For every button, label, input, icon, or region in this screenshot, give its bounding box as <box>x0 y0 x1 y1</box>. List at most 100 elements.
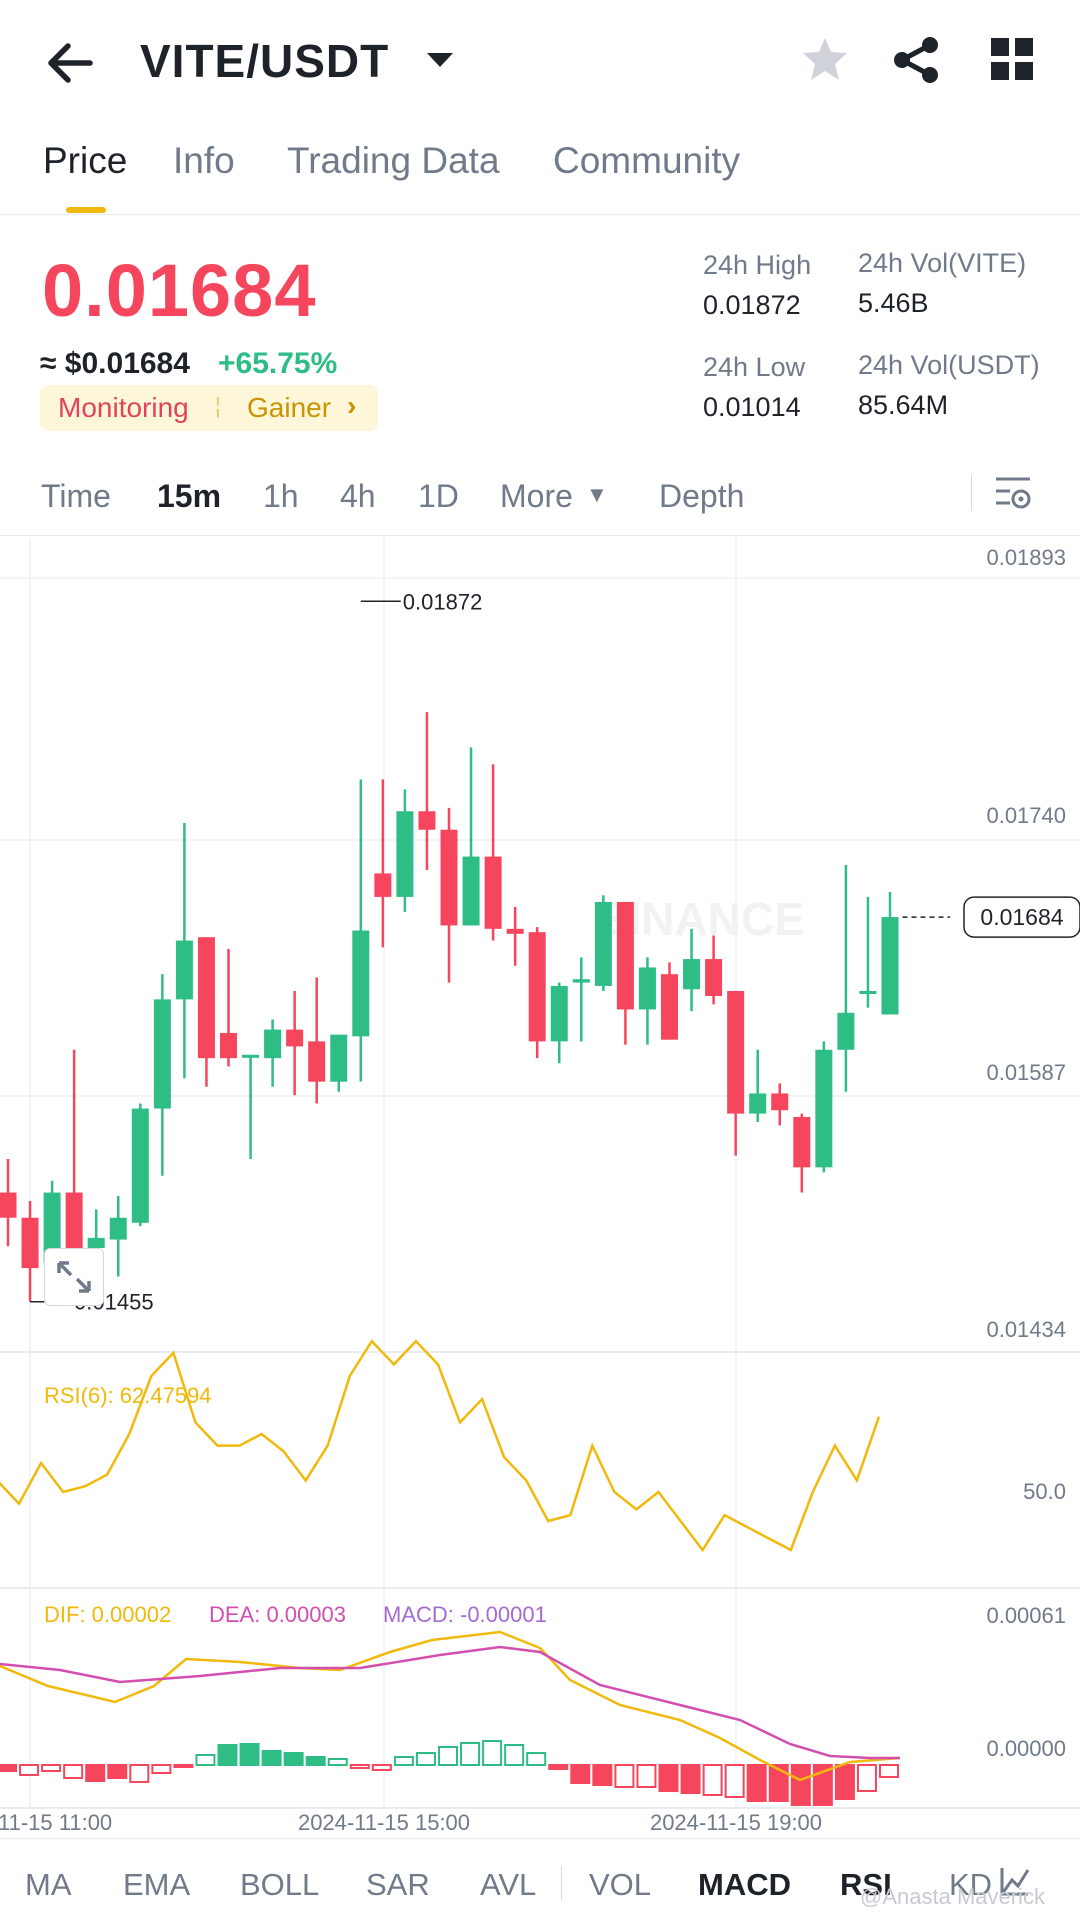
macd-histogram-bar <box>746 1764 767 1802</box>
last-price: 0.01684 <box>42 249 317 332</box>
macd-histogram-bar <box>438 1746 458 1766</box>
macd-histogram-bar <box>63 1764 84 1779</box>
candle-body <box>153 999 171 1109</box>
tag-gainer[interactable]: Gainer <box>247 392 332 423</box>
indicator-settings-icon[interactable] <box>1000 1866 1030 1901</box>
indicator-boll[interactable]: BOLL <box>240 1867 320 1902</box>
indicator-sar[interactable]: SAR <box>366 1867 430 1902</box>
interval-1h[interactable]: 1h <box>263 478 299 514</box>
macd-histogram-bar <box>768 1764 789 1802</box>
macd-histogram-bar <box>879 1764 899 1778</box>
candle-body <box>484 856 502 929</box>
low-value: 0.01014 <box>703 392 801 422</box>
high-label: 24h High <box>703 250 812 280</box>
candle-body <box>109 1217 127 1240</box>
macd-histogram-bar <box>724 1764 745 1798</box>
tab-info[interactable]: Info <box>173 140 235 181</box>
vol-quote-label: 24h Vol(USDT) <box>858 350 1040 380</box>
candle-body <box>771 1093 789 1111</box>
tag-bar[interactable]: Monitoring ¦ Gainer › <box>40 385 378 431</box>
candle-body <box>749 1093 767 1114</box>
candle-body <box>506 928 524 934</box>
price-axis-label: 0.01434 <box>986 1317 1066 1342</box>
tab-trading-data[interactable]: Trading Data <box>287 140 500 181</box>
candle-body <box>837 1012 855 1050</box>
candle-body <box>418 811 436 830</box>
macd-histogram-bar <box>173 1764 194 1768</box>
candle-body <box>396 811 414 897</box>
tag-monitoring[interactable]: Monitoring <box>58 392 189 423</box>
chevron-right-icon: › <box>347 390 357 421</box>
indicator-ma[interactable]: MA <box>25 1867 72 1902</box>
macd-histogram-bar <box>41 1764 62 1772</box>
candle-body <box>859 990 877 994</box>
interval-depth[interactable]: Depth <box>659 478 745 514</box>
macd-histogram-bar <box>129 1764 150 1783</box>
macd-panel: DIF: 0.00002 DEA: 0.00003 MACD: -0.00001 0.… <box>0 1602 1066 1806</box>
fullscreen-button[interactable] <box>44 1248 104 1306</box>
interval-divider <box>971 475 972 511</box>
interval-1d[interactable]: 1D <box>418 478 459 514</box>
interval-15m[interactable]: 15m <box>157 478 222 514</box>
candle-body <box>440 829 458 926</box>
price-change: +65.75% <box>218 347 338 380</box>
candle-body <box>330 1034 348 1082</box>
interval-time[interactable]: Time <box>41 478 111 514</box>
interval-more[interactable]: More <box>500 478 573 514</box>
chevron-down-icon[interactable] <box>424 48 456 77</box>
time-axis-label: 11-15 11:00 <box>0 1810 112 1835</box>
more-dropdown-icon: ▼ <box>586 482 608 507</box>
macd-histogram-bar <box>526 1752 547 1766</box>
favorite-star-icon[interactable] <box>801 36 849 87</box>
back-button[interactable] <box>40 32 102 94</box>
macd-histogram-bar <box>592 1764 613 1786</box>
candle-body <box>197 937 215 1059</box>
candle-body <box>661 974 678 1040</box>
grid-menu-icon[interactable] <box>991 38 1033 85</box>
macd-histogram-bar <box>217 1744 238 1766</box>
dea-line <box>0 1645 900 1760</box>
high-marker-label: 0.01872 <box>403 589 483 614</box>
macd-histogram-bar <box>305 1756 326 1766</box>
indicator-ema[interactable]: EMA <box>123 1867 191 1902</box>
macd-histogram-bar <box>151 1764 172 1774</box>
macd-histogram-bar <box>548 1764 569 1770</box>
macd-histogram-bar <box>393 1756 414 1766</box>
macd-histogram-bar <box>856 1764 877 1792</box>
time-axis-label: 2024-11-15 15:00 <box>298 1810 470 1835</box>
macd-histogram-bar <box>614 1764 635 1788</box>
expand-icon <box>57 1261 91 1293</box>
macd-histogram-bar <box>570 1764 591 1784</box>
share-icon[interactable] <box>892 36 942 89</box>
macd-legend: MACD: -0.00001 <box>383 1602 547 1627</box>
candle-body <box>242 1054 260 1058</box>
pair-title[interactable]: VITE/USDT <box>140 35 390 87</box>
candle-body <box>705 959 723 997</box>
indicator-kd[interactable]: KD <box>949 1867 993 1902</box>
indicator-top-divider <box>0 1838 1080 1839</box>
price-axis-label: 0.01587 <box>986 1060 1066 1085</box>
time-axis: 11-15 11:00 2024-11-15 15:00 2024-11-15 19… <box>0 1810 822 1835</box>
usd-price: ≈ $0.01684 <box>40 347 190 380</box>
tab-community[interactable]: Community <box>553 140 741 181</box>
macd-histogram-bar <box>834 1764 855 1800</box>
dif-legend: DIF: 0.00002 <box>44 1602 171 1627</box>
macd-histogram-bar <box>0 1764 17 1772</box>
tag-separator: ¦ <box>215 393 221 418</box>
candle-body <box>175 940 193 1000</box>
macd-histogram-bar <box>349 1764 370 1769</box>
candle-body <box>0 1192 17 1218</box>
indicator-rsi[interactable]: RSI <box>840 1867 892 1902</box>
indicator-macd[interactable]: MACD <box>698 1867 791 1902</box>
indicator-avl[interactable]: AVL <box>480 1867 537 1902</box>
interval-4h[interactable]: 4h <box>340 478 376 514</box>
tab-price[interactable]: Price <box>43 140 128 181</box>
rsi-line <box>0 1339 881 1553</box>
indicator-vol[interactable]: VOL <box>589 1867 652 1902</box>
interval-bottom-divider <box>0 535 1080 536</box>
dif-line <box>0 1630 901 1782</box>
chart-settings-icon[interactable] <box>994 474 1032 517</box>
dea-legend: DEA: 0.00003 <box>209 1602 346 1627</box>
